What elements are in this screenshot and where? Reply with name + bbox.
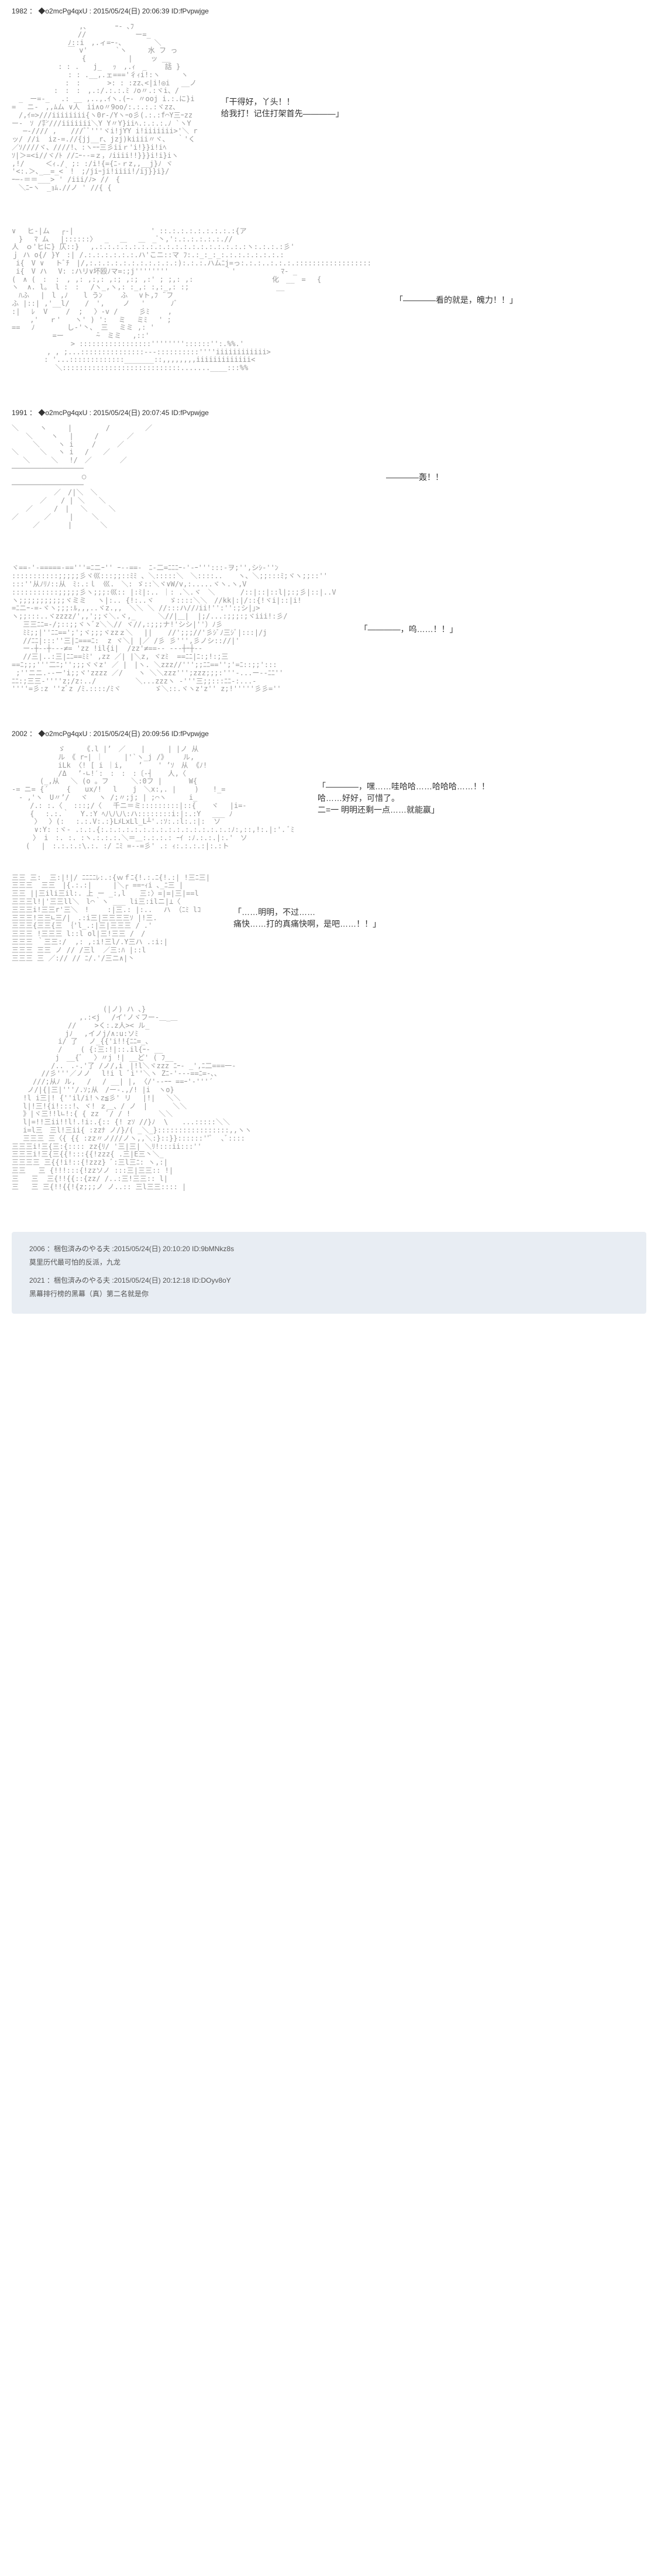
post-date: 2015/05/24(日) 20:06:39 bbox=[93, 7, 169, 15]
footer-body: 黑幕排行榜的黑幕（真）第二名就是你 bbox=[29, 1289, 629, 1299]
post-date: 2015/05/24(日) 20:09:56 bbox=[93, 730, 169, 738]
ascii-art: ＼ ヽ | / ／ ＼ ヽ | / ／ ＼ ヽ i / ／ ＼ ＼ ヽ i / … bbox=[12, 424, 363, 529]
ascii-art: 三三 三: 三:|!|/ ﾆﾆﾆﾆﾚ:.:{ｗｆﾆ{!.:.ﾆ{!.:| !三ﾆ… bbox=[12, 874, 210, 963]
dialogue-text: 「————，呜……！！」 bbox=[360, 623, 458, 635]
post-id: ID:fPvpwjge bbox=[171, 409, 209, 417]
post-panel: ヾ==-'-=====-=='''=ﾆニｰ'' ｰ--==- ﾆ-二=ﾆﾆﾆｰ-… bbox=[12, 564, 646, 693]
dialogue-text: 「干得好，丫头！！ 给我打！记住打架首先————」 bbox=[221, 96, 344, 119]
post-number: 1991 bbox=[12, 409, 27, 417]
post-header: 2002 ： ◆o2mcPg4qxU : 2015/05/24(日) 20:09… bbox=[12, 728, 646, 738]
post-trip: ◆o2mcPg4qxU bbox=[38, 7, 87, 15]
post-id: ID:fPvpwjge bbox=[171, 730, 209, 738]
footer-replies: 2006 ：梱包済みのやる夫 :2015/05/24(日) 20:10:20 I… bbox=[12, 1232, 646, 1314]
post-header: 1982 ： ◆o2mcPg4qxU : 2015/05/24(日) 20:06… bbox=[12, 6, 646, 16]
dialogue-text: ————轰！！ bbox=[386, 471, 443, 483]
ascii-art: ゞ 《.l |’ ／ | | |ノ 从 ル 《 rｰ| ｜ |'`ヽ_j /》 … bbox=[12, 745, 294, 850]
post-panel: ＼ ヽ | / ／ ＼ ヽ | / ／ ＼ ヽ i / ／ ＼ ＼ ヽ i / … bbox=[12, 424, 646, 529]
dialogue-text: 「……明明，不过…… 痛快……打的真痛快啊，是吧……！！」 bbox=[233, 906, 381, 930]
post: 2002 ： ◆o2mcPg4qxU : 2015/05/24(日) 20:09… bbox=[0, 723, 658, 1220]
footer-meta: 2021 ：梱包済みのやる夫 :2015/05/24(日) 20:12:18 I… bbox=[29, 1275, 629, 1285]
ascii-art: ∨ ヒ-|ム ┌‐| ' ::.:.:.:.:.:.:.:.:{ア } ﾏ ム … bbox=[12, 227, 371, 372]
post-header: 1991 ： ◆o2mcPg4qxU : 2015/05/24(日) 20:07… bbox=[12, 408, 646, 417]
dialogue-text: 「————看的就是，魄力！！」 bbox=[395, 294, 518, 306]
post-trip: ◆o2mcPg4qxU bbox=[38, 730, 87, 738]
post: 1982 ： ◆o2mcPg4qxU : 2015/05/24(日) 20:06… bbox=[0, 0, 658, 402]
post-panel: (|ノ) ハ 、} ,.:<j /イ'ノヾフー-＿_＿ // >く:.z人>< … bbox=[12, 997, 646, 1191]
dialogue-text: 「————，嘿……哇哈哈……哈哈哈……！！ 哈……好好，可惜了。 二=一 明明还… bbox=[318, 781, 490, 816]
ascii-art: ,､ ｰ- ､ﾌ // ー=_ ﾉ::i ,.ィ=ｰ-､ ＼ ￣ v' `ヽ 水… bbox=[12, 23, 198, 192]
post-panel: ,､ ｰ- ､ﾌ // ー=_ ﾉ::i ,.ィ=ｰ-､ ＼ ￣ v' `ヽ 水… bbox=[12, 23, 646, 192]
post-number: 2002 bbox=[12, 730, 27, 738]
ascii-art: ヾ==-'-=====-=='''=ﾆニｰ'' ｰ--==- ﾆ-二=ﾆﾆﾆｰ-… bbox=[12, 564, 336, 693]
ascii-art: (|ノ) ハ 、} ,.:<j /イ'ノヾフー-＿_＿ // >く:.z人>< … bbox=[12, 997, 252, 1191]
footer-body: 莫里历代最可怕的反派，九龙 bbox=[29, 1257, 629, 1267]
post-number: 1982 bbox=[12, 7, 27, 15]
post-trip: ◆o2mcPg4qxU bbox=[38, 409, 87, 417]
post-panel: 三三 三: 三:|!|/ ﾆﾆﾆﾆﾚ:.:{ｗｆﾆ{!.:.ﾆ{!.:| !三ﾆ… bbox=[12, 874, 646, 963]
post-date: 2015/05/24(日) 20:07:45 bbox=[93, 409, 169, 417]
footer-meta: 2006 ：梱包済みのやる夫 :2015/05/24(日) 20:10:20 I… bbox=[29, 1244, 629, 1254]
post-panel: ∨ ヒ-|ム ┌‐| ' ::.:.:.:.:.:.:.:.:{ア } ﾏ ム … bbox=[12, 227, 646, 372]
post: 1991 ： ◆o2mcPg4qxU : 2015/05/24(日) 20:07… bbox=[0, 402, 658, 723]
post-panel: ゞ 《.l |’ ／ | | |ノ 从 ル 《 rｰ| ｜ |'`ヽ_j /》 … bbox=[12, 745, 646, 850]
post-id: ID:fPvpwjge bbox=[171, 7, 209, 15]
